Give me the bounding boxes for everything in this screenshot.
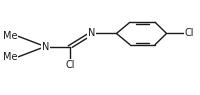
Text: Cl: Cl [65,60,75,70]
Text: N: N [88,28,95,38]
Text: Cl: Cl [185,28,194,38]
Text: Me: Me [3,52,17,62]
Text: Me: Me [3,31,17,41]
Text: N: N [42,42,49,52]
